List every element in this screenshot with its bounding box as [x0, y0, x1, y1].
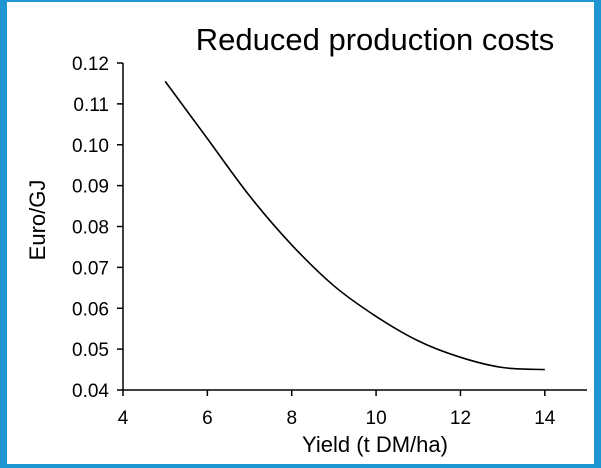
series-line — [164, 80, 545, 371]
y-tick-label: 0.04 — [72, 381, 109, 402]
x-axis-label: Yield (t DM/ha) — [302, 432, 448, 457]
y-axis-label: Euro/GJ — [25, 180, 50, 261]
y-tick-label: 0.08 — [72, 218, 109, 239]
y-tick-label: 0.12 — [72, 54, 109, 75]
x-tick-label: 6 — [202, 408, 213, 429]
y-tick-label: 0.05 — [72, 340, 109, 361]
axes — [122, 63, 587, 391]
x-tick-label: 12 — [450, 408, 471, 429]
chart-title: Reduced production costs — [196, 22, 554, 57]
x-tick-label: 14 — [534, 408, 556, 429]
y-tick-label: 0.10 — [72, 136, 109, 157]
y-tick-label: 0.06 — [72, 299, 109, 320]
y-tick-label: 0.11 — [73, 95, 109, 116]
series-layer — [164, 80, 545, 371]
tick-marks: 0.04 0.05 0.06 0.07 0.08 0.09 0.10 0.11 0.12 4 6 8 1… — [72, 54, 556, 429]
x-tick-label: 10 — [366, 408, 387, 429]
x-tick-label: 8 — [286, 408, 297, 429]
y-tick-label: 0.07 — [72, 258, 109, 279]
x-tick-label: 4 — [118, 408, 129, 429]
y-tick-label: 0.09 — [72, 177, 109, 198]
